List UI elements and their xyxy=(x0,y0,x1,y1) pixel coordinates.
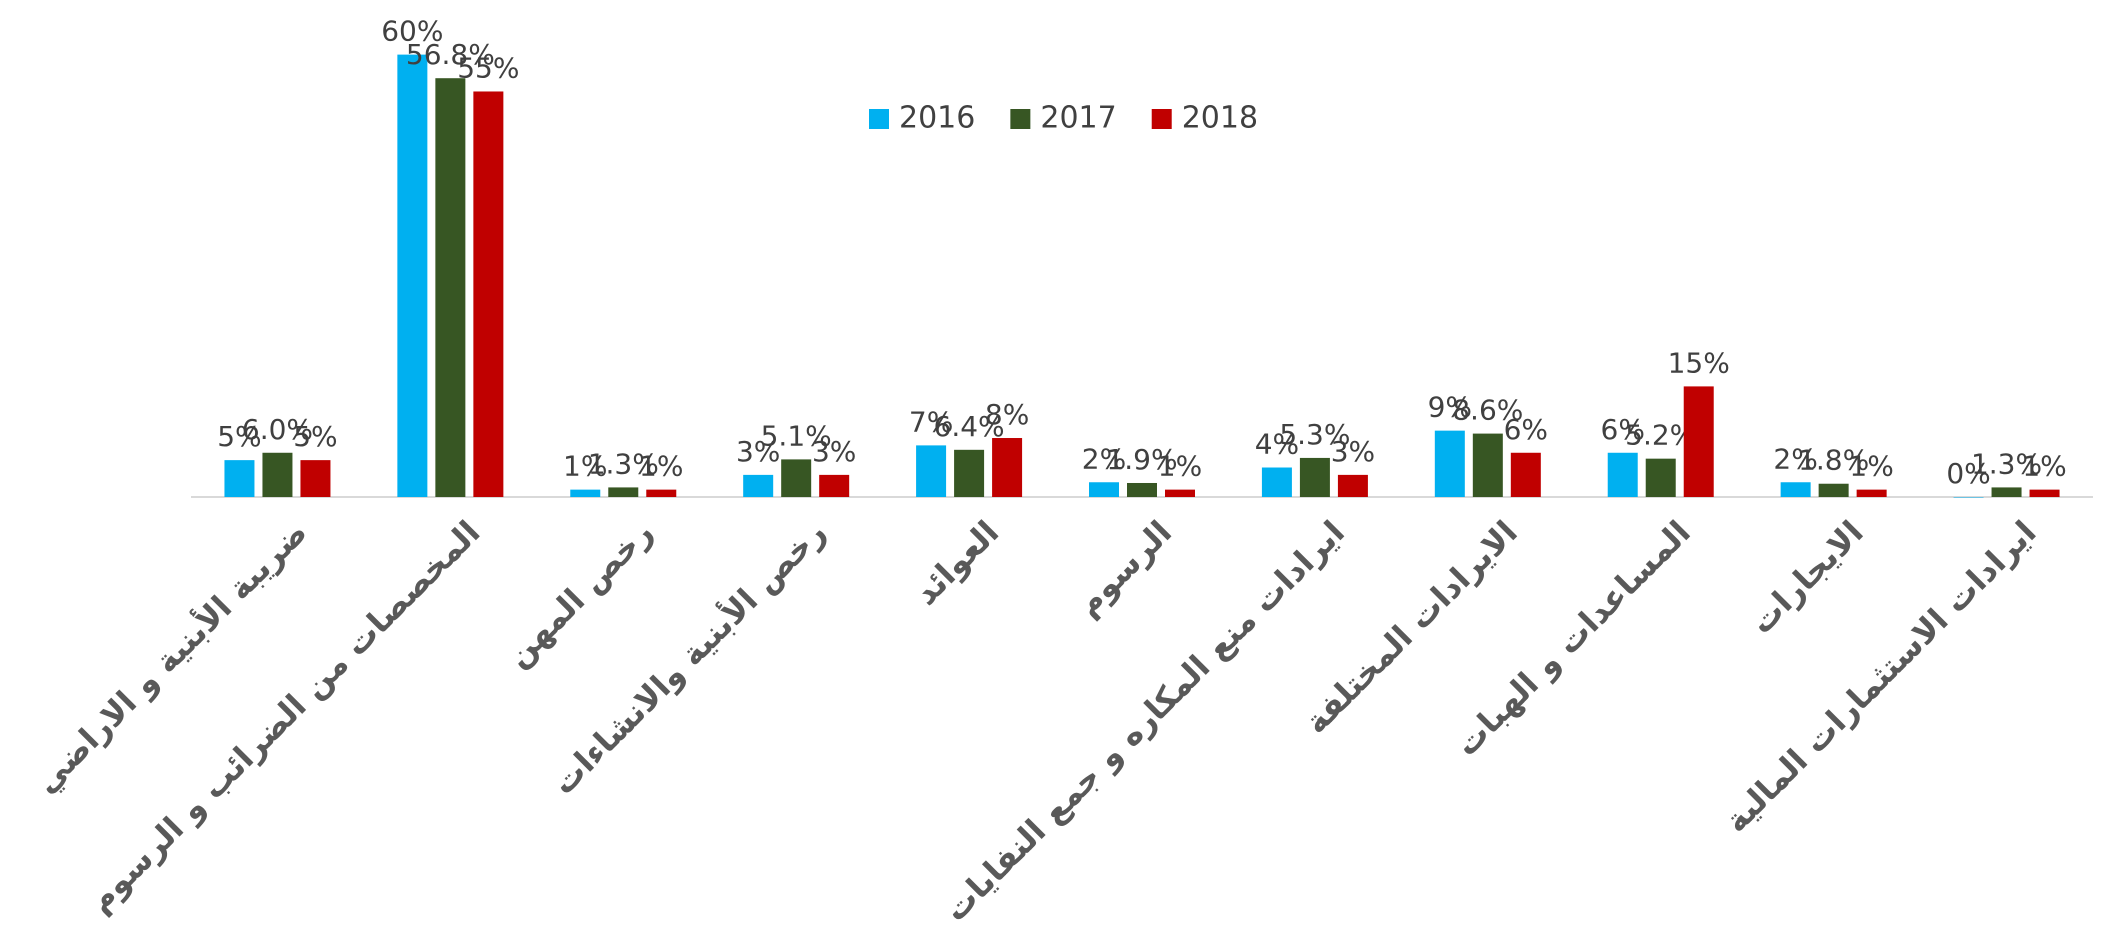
bar xyxy=(1089,482,1119,497)
bar xyxy=(397,54,428,497)
bar xyxy=(473,91,504,498)
bar xyxy=(1127,482,1157,497)
data-label: 1% xyxy=(1849,450,1893,483)
bar xyxy=(300,460,331,497)
bar xyxy=(954,449,985,497)
data-label: 5.1% xyxy=(761,419,832,452)
x-tick-label: ضريبة الأبنية و الاراضي xyxy=(26,512,314,800)
bar xyxy=(1434,430,1465,497)
data-label: 2% xyxy=(1082,442,1126,475)
data-label: 0% xyxy=(1946,457,1990,490)
data-label: 3% xyxy=(812,435,856,468)
data-label: 60% xyxy=(381,15,443,48)
bar xyxy=(1645,458,1676,497)
x-tick-label: الايجارات xyxy=(1742,513,1870,641)
legend-swatch xyxy=(1151,109,1172,129)
bar xyxy=(1337,474,1368,497)
bar xyxy=(435,78,466,498)
data-label: 6.4% xyxy=(934,410,1005,443)
data-label: 56.8% xyxy=(406,38,495,71)
bar xyxy=(781,459,812,497)
x-tick-label: رخص الأبنية والانشاءات xyxy=(544,512,834,802)
data-label: 6% xyxy=(1504,413,1548,446)
legend-swatch xyxy=(869,109,889,129)
bar xyxy=(224,460,255,497)
data-label: 1% xyxy=(1158,450,1202,483)
bar xyxy=(1818,483,1849,497)
data-label: 15% xyxy=(1668,346,1730,379)
data-label: 5.3% xyxy=(1279,418,1350,451)
x-tick-label: الرسوم xyxy=(1069,513,1179,623)
bar xyxy=(1299,457,1330,497)
bar xyxy=(1510,452,1541,497)
data-label: 1% xyxy=(639,450,683,483)
bar xyxy=(992,438,1023,497)
bar xyxy=(608,487,639,497)
data-label: 2% xyxy=(1773,442,1817,475)
bar xyxy=(819,474,850,497)
bar xyxy=(1991,487,2022,497)
bar xyxy=(570,489,601,497)
bar xyxy=(916,445,947,497)
data-label: 1% xyxy=(563,450,607,483)
data-label: 6% xyxy=(1601,413,1645,446)
x-tick-label: رخص المهن xyxy=(499,513,661,675)
bar xyxy=(1856,489,1887,497)
data-label: 5% xyxy=(217,420,261,453)
data-label: 3% xyxy=(1331,435,1375,468)
data-label: 5% xyxy=(293,420,337,453)
bar xyxy=(1953,497,1984,498)
data-label: 55% xyxy=(457,51,519,84)
bar xyxy=(262,452,293,497)
bar xyxy=(743,474,774,497)
legend-label: 2017 xyxy=(1040,101,1116,136)
bar xyxy=(1607,452,1638,497)
data-label: 1.3% xyxy=(1971,447,2042,480)
bar xyxy=(646,489,677,497)
data-label: 8.6% xyxy=(1452,394,1523,427)
data-label: 3% xyxy=(736,435,780,468)
bar xyxy=(2029,489,2060,497)
legend-swatch xyxy=(1010,109,1031,129)
data-label: 1.9% xyxy=(1106,443,1177,476)
data-label: 1% xyxy=(2022,450,2066,483)
bar xyxy=(1472,433,1503,497)
data-label: 6.0% xyxy=(242,413,313,446)
x-tick-label: ايرادات الاستثمارات المالية xyxy=(1717,513,2044,840)
bar xyxy=(1780,482,1811,497)
x-tick-label: ايرادات منع المكاره و جمع النفايات xyxy=(936,513,1352,929)
x-tick-label: العوائد xyxy=(907,513,1006,612)
data-label: 9% xyxy=(1428,391,1472,424)
data-label: 1.8% xyxy=(1798,444,1869,477)
data-label: 7% xyxy=(909,405,953,438)
legend-label: 2018 xyxy=(1182,101,1258,136)
bar xyxy=(1165,489,1195,497)
bar xyxy=(1261,467,1292,497)
data-label: 4% xyxy=(1255,428,1299,461)
data-label: 1.3% xyxy=(588,447,659,480)
data-label: 8% xyxy=(985,398,1029,431)
legend-label: 2016 xyxy=(899,101,975,136)
bar xyxy=(1683,386,1714,497)
x-tick-label: المخصصات من الضرائب و الرسوم xyxy=(81,513,488,920)
